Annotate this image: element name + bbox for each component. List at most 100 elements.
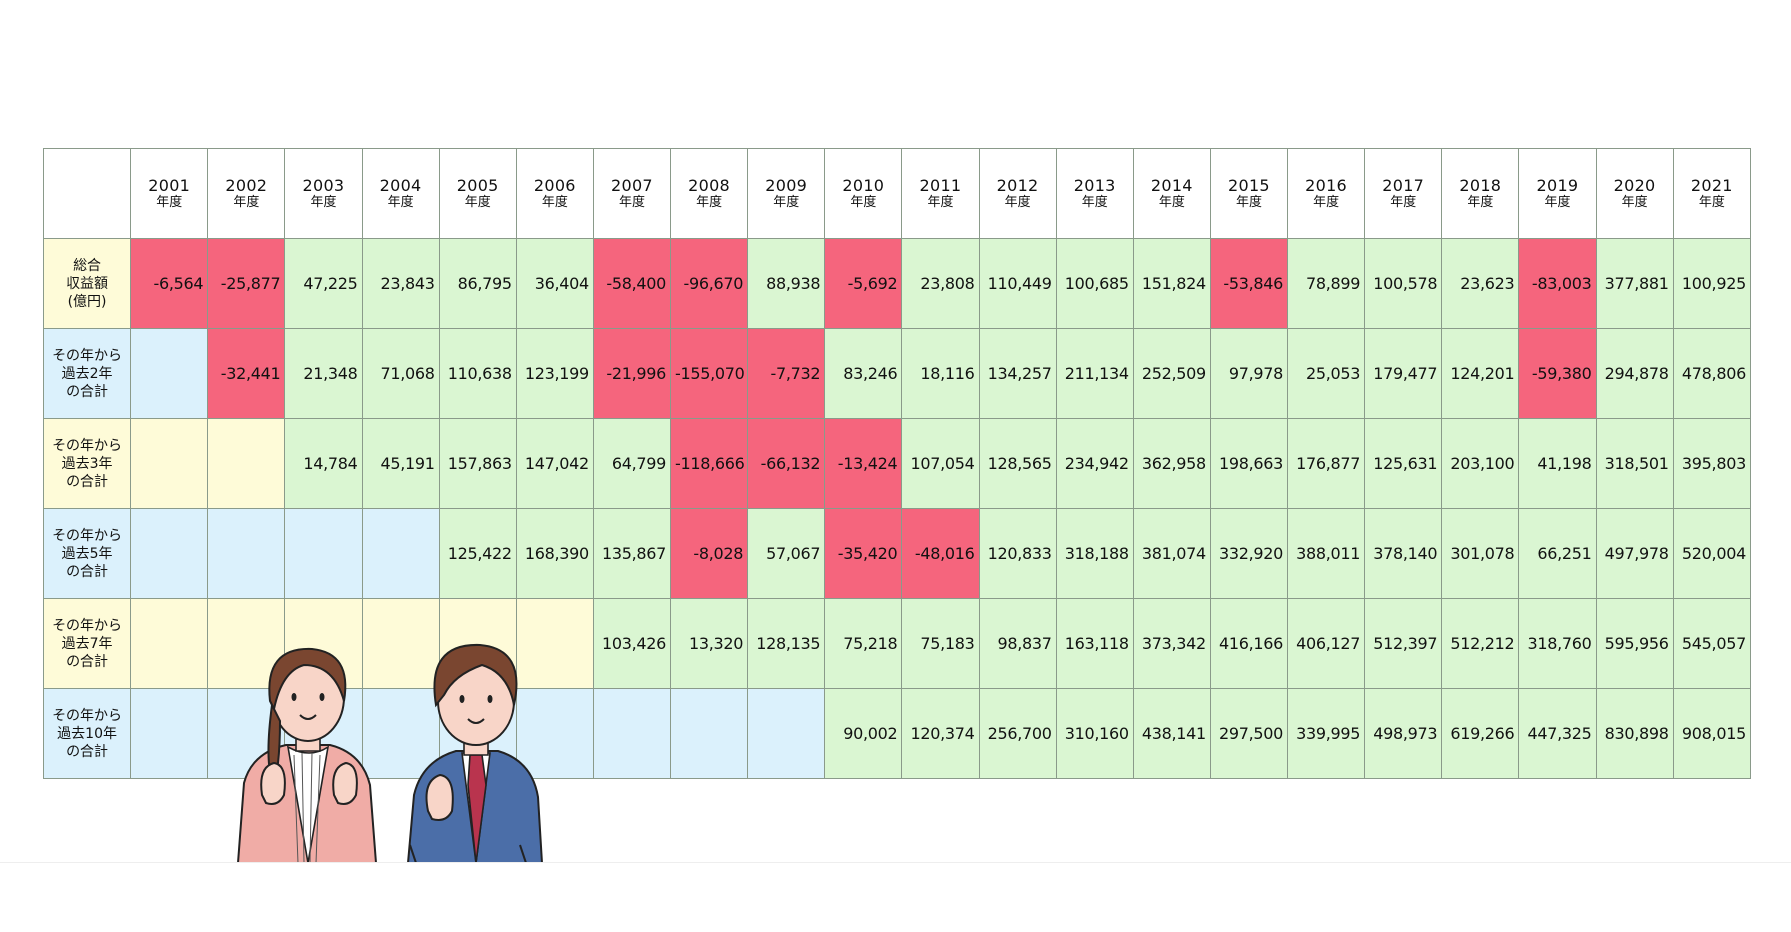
positive-value-cell: 395,803	[1672, 418, 1752, 509]
year-suffix: 年度	[1698, 195, 1725, 210]
year-label: 2002	[225, 176, 268, 195]
positive-value-cell: 97,978	[1209, 328, 1289, 419]
year-label: 2003	[302, 176, 345, 195]
empty-cell	[592, 688, 672, 779]
positive-value-cell: 45,191	[361, 418, 440, 509]
year-header: 2012 年度	[978, 148, 1057, 239]
row-label-line: 過去10年	[57, 725, 117, 742]
positive-value-cell: 179,477	[1364, 328, 1443, 419]
empty-cell	[130, 508, 209, 599]
positive-value-cell: 301,078	[1441, 508, 1520, 599]
year-label: 2012	[996, 176, 1039, 195]
year-suffix: 年度	[696, 195, 723, 210]
table-row: その年から 過去5年 の合計 125,422 168,390 135,867 -8,028 5…	[42, 508, 1752, 599]
year-header: 2008 年度	[670, 148, 749, 239]
positive-value-cell: 318,760	[1518, 598, 1597, 689]
positive-value-cell: 362,958	[1132, 418, 1211, 509]
year-label: 2018	[1459, 176, 1502, 195]
negative-value-cell: -5,692	[824, 238, 903, 329]
positive-value-cell: 545,057	[1672, 598, 1752, 689]
negative-value-cell: -118,666	[670, 418, 749, 509]
row-label-line: の合計	[66, 653, 109, 670]
negative-value-cell: -53,846	[1209, 238, 1289, 329]
positive-value-cell: 13,320	[670, 598, 749, 689]
positive-value-cell: 211,134	[1055, 328, 1134, 419]
positive-value-cell: 388,011	[1287, 508, 1366, 599]
year-label: 2010	[842, 176, 885, 195]
positive-value-cell: 332,920	[1209, 508, 1289, 599]
positive-value-cell: 75,183	[901, 598, 980, 689]
positive-value-cell: 66,251	[1518, 508, 1597, 599]
positive-value-cell: 498,973	[1364, 688, 1443, 779]
year-suffix: 年度	[1081, 195, 1108, 210]
row-label-line: 収益額	[66, 275, 109, 292]
table-row: 総合 収益額 (億円) -6,564 -25,877 47,225 23,843 86,795…	[42, 238, 1752, 329]
row-header: その年から 過去5年 の合計	[42, 508, 132, 599]
year-suffix: 年度	[1544, 195, 1571, 210]
year-suffix: 年度	[1313, 195, 1340, 210]
row-label-line: の合計	[66, 473, 109, 490]
positive-value-cell: 125,631	[1364, 418, 1443, 509]
positive-value-cell: 100,685	[1055, 238, 1134, 329]
positive-value-cell: 128,135	[747, 598, 826, 689]
year-suffix: 年度	[850, 195, 877, 210]
positive-value-cell: 373,342	[1132, 598, 1211, 689]
positive-value-cell: 151,824	[1132, 238, 1211, 329]
empty-cell	[670, 688, 749, 779]
corner-cell	[42, 148, 132, 239]
cheering-business-people-illustration	[236, 643, 544, 863]
row-label-line: の合計	[66, 563, 109, 580]
positive-value-cell: 75,218	[824, 598, 903, 689]
positive-value-cell: 125,422	[438, 508, 517, 599]
positive-value-cell: 23,623	[1441, 238, 1520, 329]
positive-value-cell: 134,257	[978, 328, 1057, 419]
positive-value-cell: 23,843	[361, 238, 440, 329]
empty-cell	[130, 418, 209, 509]
negative-value-cell: -8,028	[670, 508, 749, 599]
positive-value-cell: 447,325	[1518, 688, 1597, 779]
positive-value-cell: 318,501	[1595, 418, 1674, 509]
year-header: 2011 年度	[901, 148, 980, 239]
year-header: 2007 年度	[592, 148, 672, 239]
year-header: 2014 年度	[1132, 148, 1211, 239]
positive-value-cell: 123,199	[515, 328, 594, 419]
year-suffix: 年度	[310, 195, 337, 210]
positive-value-cell: 124,201	[1441, 328, 1520, 419]
negative-value-cell: -83,003	[1518, 238, 1597, 329]
positive-value-cell: 86,795	[438, 238, 517, 329]
positive-value-cell: 41,198	[1518, 418, 1597, 509]
empty-cell	[130, 328, 209, 419]
negative-value-cell: -7,732	[747, 328, 826, 419]
year-label: 2013	[1073, 176, 1116, 195]
negative-value-cell: -155,070	[670, 328, 749, 419]
year-suffix: 年度	[1467, 195, 1494, 210]
year-suffix: 年度	[1235, 195, 1262, 210]
year-header: 2013 年度	[1055, 148, 1134, 239]
positive-value-cell: 100,925	[1672, 238, 1752, 329]
negative-value-cell: -13,424	[824, 418, 903, 509]
year-header: 2010 年度	[824, 148, 903, 239]
woman-figure	[236, 647, 378, 863]
negative-value-cell: -32,441	[207, 328, 286, 419]
year-header: 2020 年度	[1595, 148, 1674, 239]
positive-value-cell: 135,867	[592, 508, 672, 599]
negative-value-cell: -25,877	[207, 238, 286, 329]
year-suffix: 年度	[464, 195, 491, 210]
year-label: 2006	[533, 176, 576, 195]
row-label-line: その年から	[52, 617, 123, 634]
positive-value-cell: 110,449	[978, 238, 1057, 329]
empty-cell	[747, 688, 826, 779]
empty-cell	[361, 688, 440, 779]
table-row: その年から 過去3年 の合計 14,784 45,191 157,863 147,042 64…	[42, 418, 1752, 509]
positive-value-cell: 110,638	[438, 328, 517, 419]
positive-value-cell: 512,397	[1364, 598, 1443, 689]
year-label: 2005	[456, 176, 499, 195]
year-suffix: 年度	[233, 195, 260, 210]
positive-value-cell: 318,188	[1055, 508, 1134, 599]
positive-value-cell: 497,978	[1595, 508, 1674, 599]
year-header: 2003 年度	[284, 148, 363, 239]
empty-cell	[284, 508, 363, 599]
empty-cell	[130, 688, 209, 779]
positive-value-cell: 157,863	[438, 418, 517, 509]
negative-value-cell: -21,996	[592, 328, 672, 419]
